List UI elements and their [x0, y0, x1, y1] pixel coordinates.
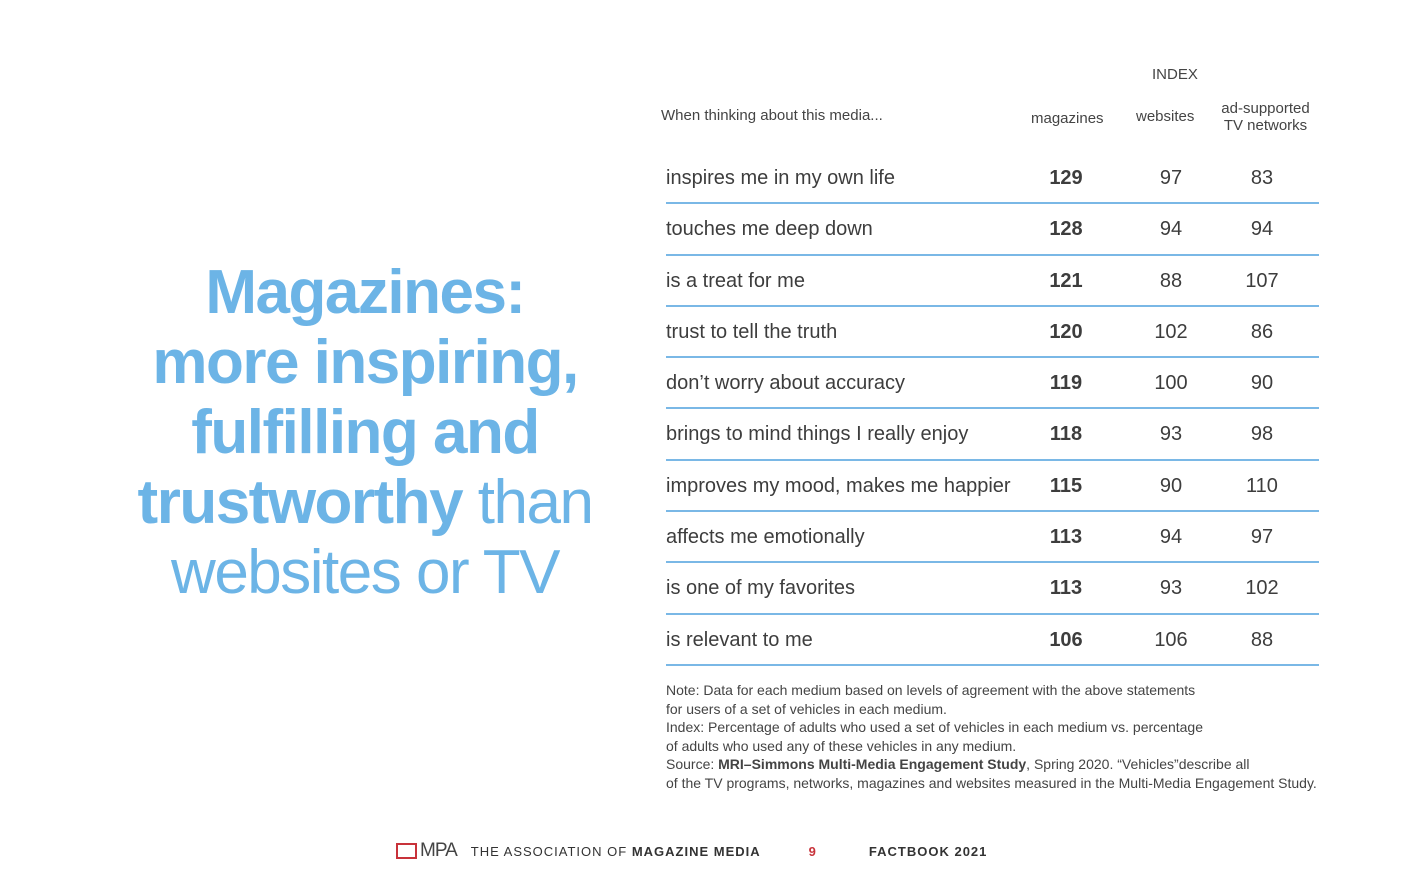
source-name: MRI–Simmons Multi-Media Engagement Study — [718, 756, 1027, 773]
table-row: inspires me in my own life 129 97 83 — [666, 153, 1319, 205]
table-row: touches me deep down 128 94 94 — [666, 204, 1319, 256]
magazines-value: 106 — [1049, 628, 1083, 651]
row-label: is relevant to me — [666, 628, 813, 651]
note-line: of adults who used any of these vehicles… — [666, 737, 1017, 754]
source-suffix: , Spring 2020. “Vehicles”describe all — [1026, 756, 1250, 773]
websites-value: 106 — [1154, 628, 1188, 651]
factbook-label: FACTBOOK 2021 — [868, 843, 988, 859]
magazines-value: 121 — [1049, 269, 1083, 292]
note-line: for users of a set of vehicles in each m… — [666, 700, 947, 717]
magazines-value: 113 — [1049, 526, 1083, 549]
source-prefix: Source: — [666, 756, 719, 773]
tv-value: 102 — [1245, 577, 1279, 600]
headline-line: Magazines: — [205, 258, 526, 327]
magazines-value: 118 — [1049, 423, 1083, 446]
tv-value: 110 — [1246, 474, 1278, 497]
footer-tagline-bold: MAGAZINE MEDIA — [631, 843, 761, 859]
magazines-value: 119 — [1049, 372, 1083, 395]
tv-value: 83 — [1250, 167, 1274, 189]
page-number: 9 — [808, 843, 817, 859]
headline-line: websites or TV — [171, 538, 560, 607]
websites-value: 102 — [1154, 320, 1188, 343]
footer: MPA THE ASSOCIATION OF MAGAZINE MEDIA 9 … — [396, 840, 987, 862]
magazines-value: 129 — [1049, 167, 1083, 189]
headline-rest: than — [462, 468, 594, 537]
websites-value: 93 — [1159, 577, 1183, 600]
col-tv-line1: ad-supported — [1221, 100, 1310, 117]
table-row: is one of my favorites 113 93 102 — [666, 563, 1319, 615]
table-row: improves my mood, makes me happier 115 90 1… — [666, 461, 1319, 513]
tv-value: 98 — [1250, 423, 1274, 446]
tv-value: 88 — [1250, 628, 1274, 651]
index-table: inspires me in my own life 129 97 83 touches… — [666, 153, 1319, 666]
headline-line: more inspiring, — [152, 328, 579, 397]
col-magazines: magazines — [1031, 110, 1104, 127]
footer-tagline: THE ASSOCIATION OF — [470, 843, 632, 859]
row-label: is a treat for me — [666, 269, 805, 292]
row-header: When thinking about this media... — [661, 107, 883, 124]
table-row: affects me emotionally 113 94 97 — [666, 512, 1319, 564]
tv-value: 90 — [1250, 372, 1274, 395]
table-row: don’t worry about accuracy 119 100 90 — [666, 358, 1319, 410]
row-label: improves my mood, makes me happier — [666, 474, 1011, 497]
row-label: affects me emotionally — [666, 526, 865, 549]
websites-value: 94 — [1159, 218, 1183, 241]
notes: Note: Data for each medium based on leve… — [666, 681, 1317, 793]
note-line: Index: Percentage of adults who used a s… — [666, 719, 1203, 736]
table-row: brings to mind things I really enjoy 118 9… — [666, 409, 1319, 461]
headline: Magazines: more inspiring, fulfilling an… — [110, 258, 620, 608]
row-label: don’t worry about accuracy — [666, 372, 906, 395]
index-label: INDEX — [1152, 66, 1198, 83]
note-line: Note: Data for each medium based on leve… — [666, 682, 1196, 698]
websites-value: 90 — [1159, 474, 1183, 497]
tv-value: 86 — [1250, 320, 1274, 343]
websites-value: 94 — [1159, 526, 1183, 549]
table-row: is relevant to me 106 106 88 — [666, 615, 1319, 666]
row-label: is one of my favorites — [666, 577, 855, 600]
col-tv-line2: TV networks — [1223, 117, 1308, 134]
row-label: brings to mind things I really enjoy — [666, 423, 969, 446]
magazines-value: 120 — [1049, 320, 1083, 343]
websites-value: 100 — [1154, 372, 1188, 395]
note-line: of the TV programs, networks, magazines … — [666, 774, 1317, 791]
tv-value: 97 — [1250, 526, 1274, 549]
tv-value: 107 — [1245, 269, 1279, 292]
mpa-logo-text: MPA — [420, 840, 458, 861]
col-websites: websites — [1136, 108, 1195, 125]
tv-value: 94 — [1250, 218, 1274, 241]
row-label: trust to tell the truth — [666, 320, 838, 343]
magazines-value: 113 — [1049, 577, 1083, 600]
websites-value: 93 — [1159, 423, 1183, 446]
row-label: touches me deep down — [666, 218, 873, 241]
headline-line: trustworthy than — [110, 468, 620, 538]
websites-value: 97 — [1159, 167, 1183, 189]
table-row: trust to tell the truth 120 102 86 — [666, 307, 1319, 359]
source-line: Source: MRI–Simmons Multi-Media Engageme… — [666, 755, 1317, 774]
mpa-logo: MPA — [396, 840, 458, 862]
magazines-value: 115 — [1049, 474, 1083, 497]
magazines-value: 128 — [1049, 218, 1083, 241]
col-tv: ad-supported TV networks — [1217, 100, 1314, 134]
mpa-logo-icon — [396, 843, 417, 859]
headline-line: fulfilling and — [191, 398, 540, 467]
row-label: inspires me in my own life — [666, 167, 895, 189]
headline-bold: trustworthy — [137, 468, 464, 537]
websites-value: 88 — [1159, 269, 1183, 292]
table-row: is a treat for me 121 88 107 — [666, 256, 1319, 307]
